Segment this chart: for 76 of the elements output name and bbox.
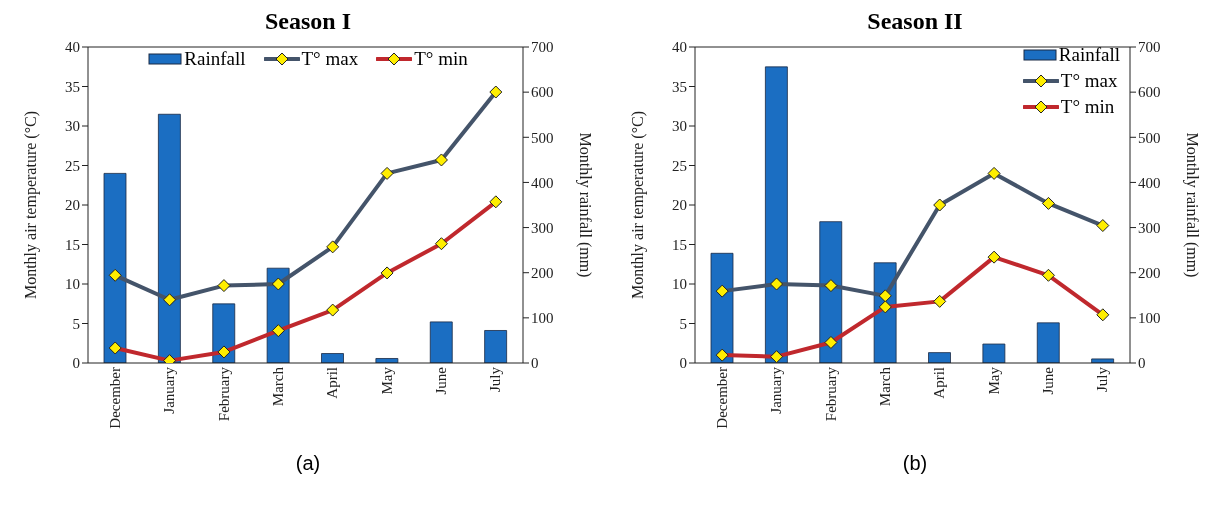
y-tick-label: 0 bbox=[72, 355, 80, 372]
legend-label: T° min bbox=[1060, 96, 1115, 118]
y2-tick-label: 400 bbox=[1138, 174, 1161, 191]
x-tick-label: December bbox=[713, 367, 730, 429]
y-tick-label: 15 bbox=[672, 236, 687, 253]
text: (b) bbox=[901, 452, 929, 475]
chart-title: Season II bbox=[866, 8, 964, 36]
y-tick-label: 35 bbox=[65, 78, 80, 95]
bar bbox=[157, 113, 181, 363]
x-tick-label: December bbox=[106, 367, 123, 429]
x-tick-label: June bbox=[433, 366, 450, 395]
bar bbox=[429, 321, 453, 363]
legend-label: T° max bbox=[1060, 70, 1118, 92]
y-tick-label: 20 bbox=[672, 197, 687, 214]
y-tick-label: 20 bbox=[65, 197, 80, 214]
legend-label: T° max bbox=[301, 48, 359, 70]
y-tick-label: 25 bbox=[672, 157, 687, 174]
y-tick-label: 5 bbox=[679, 315, 687, 332]
y2-tick-label: 700 bbox=[1138, 39, 1161, 56]
x-tick-label: June bbox=[1040, 366, 1057, 395]
x-tick-label: February bbox=[215, 366, 232, 422]
y-tick-label: 15 bbox=[65, 236, 80, 253]
y2-tick-label: 200 bbox=[531, 265, 554, 282]
y-tick-label: 35 bbox=[672, 78, 687, 95]
bar bbox=[819, 221, 843, 363]
y-tick-label: 40 bbox=[65, 39, 80, 56]
x-tick-label: April bbox=[931, 367, 948, 399]
y2-axis-title: Monthly rainfall (mm) bbox=[576, 132, 595, 278]
y-tick-label: 40 bbox=[672, 39, 687, 56]
bar bbox=[982, 343, 1006, 363]
y-tick-label: 10 bbox=[672, 276, 687, 293]
y2-tick-label: 500 bbox=[1138, 129, 1161, 146]
y2-tick-label: 100 bbox=[1138, 310, 1161, 327]
y2-tick-label: 200 bbox=[1138, 265, 1161, 282]
bar bbox=[103, 173, 127, 363]
y-tick-label: 10 bbox=[65, 276, 80, 293]
y-tick-label: 0 bbox=[679, 355, 687, 372]
y2-tick-label: 100 bbox=[531, 310, 554, 327]
bar bbox=[928, 352, 951, 363]
y2-axis-title: Monthly rainfall (mm) bbox=[1183, 132, 1202, 278]
x-tick-label: April bbox=[324, 367, 341, 399]
y2-tick-label: 300 bbox=[1138, 219, 1161, 236]
legend-label: T° min bbox=[414, 48, 468, 70]
x-tick-label: July bbox=[1094, 366, 1111, 393]
y-axis-title: Monthly air temperature (°C) bbox=[628, 110, 647, 300]
x-tick-label: January bbox=[768, 366, 785, 414]
y2-tick-label: 400 bbox=[531, 174, 554, 191]
y-tick-label: 30 bbox=[672, 118, 687, 135]
chart-title: Season I bbox=[264, 8, 352, 36]
y2-tick-label: 600 bbox=[531, 84, 554, 101]
bar bbox=[484, 330, 508, 363]
y2-tick-label: 0 bbox=[531, 355, 539, 372]
y-axis-title: Monthly air temperature (°C) bbox=[21, 110, 40, 300]
x-tick-label: July bbox=[487, 366, 504, 393]
x-tick-label: February bbox=[822, 366, 839, 422]
y2-tick-label: 700 bbox=[531, 39, 554, 56]
x-tick-label: May bbox=[985, 366, 1002, 395]
bar bbox=[321, 353, 344, 363]
bar bbox=[1091, 358, 1115, 363]
y2-tick-label: 500 bbox=[531, 129, 554, 146]
y-tick-label: 25 bbox=[65, 157, 80, 174]
y-tick-label: 5 bbox=[72, 315, 80, 332]
y2-tick-label: 300 bbox=[531, 219, 554, 236]
bar bbox=[1036, 322, 1060, 363]
legend-label: Rainfall bbox=[1058, 44, 1120, 66]
x-tick-label: May bbox=[378, 366, 395, 395]
y2-tick-label: 0 bbox=[1138, 355, 1146, 372]
bar bbox=[710, 252, 734, 363]
legend-label: Rainfall bbox=[184, 48, 246, 70]
x-tick-label: January bbox=[161, 366, 178, 414]
bar bbox=[764, 66, 788, 363]
y2-tick-label: 600 bbox=[1138, 84, 1161, 101]
x-tick-label: March bbox=[876, 366, 893, 407]
y-tick-label: 30 bbox=[65, 118, 80, 135]
text: (a) bbox=[294, 452, 322, 475]
x-tick-label: March bbox=[269, 366, 286, 407]
